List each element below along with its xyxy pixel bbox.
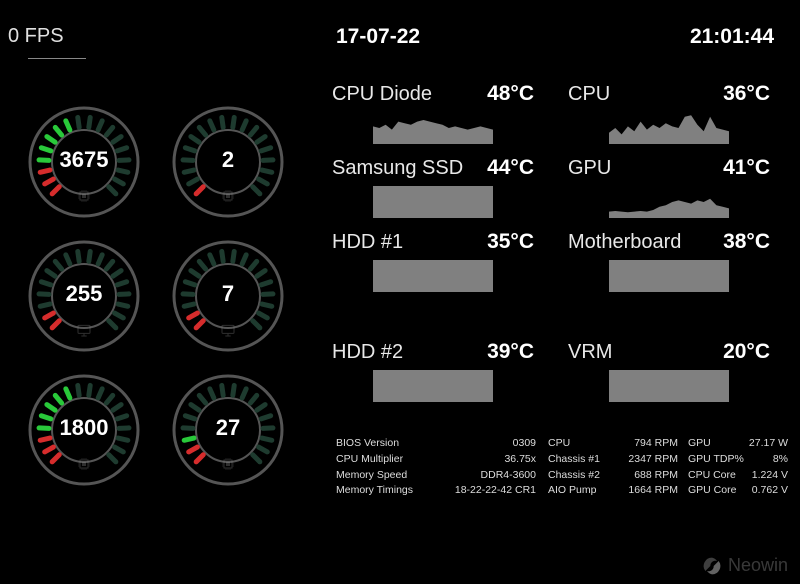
temp-cpu-diode: CPU Diode 48°C [328, 82, 538, 144]
info-row: GPU Core 0.762 V [688, 483, 788, 499]
temp-vrm-label: VRM [568, 341, 612, 364]
temp-cpu-diode-label: CPU Diode [332, 83, 432, 106]
temp-hdd2: HDD #2 39°C [328, 340, 538, 402]
temp-vrm-value: 20°C [723, 340, 770, 364]
info-key: Chassis #1 [548, 452, 600, 468]
info-key: Chassis #2 [548, 468, 600, 484]
info-row: Chassis #1 2347 RPM [548, 452, 678, 468]
info-value: 0309 [513, 436, 536, 452]
info-key: CPU Core [688, 468, 736, 484]
chip-icon [220, 456, 236, 472]
fps-counter: 0 FPS [8, 25, 64, 48]
info-key: AIO Pump [548, 483, 596, 499]
time-display: 21:01:44 [690, 25, 774, 49]
monitor-icon [76, 322, 92, 338]
temp-samsung-ssd-value: 44°C [487, 156, 534, 180]
info-row: GPU 27.17 W [688, 436, 788, 452]
temp-motherboard-value: 38°C [723, 230, 770, 254]
chip-icon [220, 188, 236, 204]
gauge-cpu-cores: 2 [172, 106, 284, 218]
info-key: Memory Speed [336, 468, 407, 484]
info-value: 1664 RPM [628, 483, 678, 499]
temp-samsung-ssd: Samsung SSD 44°C [328, 156, 538, 218]
fps-underline [28, 58, 86, 59]
info-column-0: BIOS Version 0309 CPU Multiplier 36.75x … [336, 436, 536, 499]
info-row: CPU Core 1.224 V [688, 468, 788, 484]
info-value: DDR4-3600 [481, 468, 536, 484]
temp-motherboard: Motherboard 38°C [564, 230, 774, 292]
info-value: 0.762 V [752, 483, 788, 499]
watermark: Neowin [702, 555, 788, 576]
info-key: BIOS Version [336, 436, 399, 452]
info-value: 8% [773, 452, 788, 468]
gauge-cpu-clock: 3675 [28, 106, 140, 218]
info-value: 2347 RPM [628, 452, 678, 468]
watermark-text: Neowin [728, 555, 788, 576]
info-row: Memory Speed DDR4-3600 [336, 468, 536, 484]
temp-gpu: GPU 41°C [564, 156, 774, 218]
info-column-2: GPU 27.17 W GPU TDP% 8% CPU Core 1.224 V… [688, 436, 788, 499]
temp-cpu-label: CPU [568, 83, 610, 106]
info-key: Memory Timings [336, 483, 413, 499]
gauge-gpu-clock: 255 [28, 240, 140, 352]
info-row: Chassis #2 688 RPM [548, 468, 678, 484]
info-row: CPU 794 RPM [548, 436, 678, 452]
temp-gpu-value: 41°C [723, 156, 770, 180]
temp-hdd2-value: 39°C [487, 340, 534, 364]
gauge-mem-usage: 27 [172, 374, 284, 486]
monitor-icon [220, 322, 236, 338]
info-key: GPU Core [688, 483, 736, 499]
info-row: GPU TDP% 8% [688, 452, 788, 468]
temp-gpu-label: GPU [568, 157, 611, 180]
temp-cpu-value: 36°C [723, 82, 770, 106]
temp-cpu-diode-value: 48°C [487, 82, 534, 106]
temp-vrm: VRM 20°C [564, 340, 774, 402]
chip-icon [76, 188, 92, 204]
temp-hdd2-label: HDD #2 [332, 341, 403, 364]
date-display: 17-07-22 [336, 25, 420, 49]
gauge-mem-clock: 1800 [28, 374, 140, 486]
info-key: GPU TDP% [688, 452, 744, 468]
info-row: CPU Multiplier 36.75x [336, 452, 536, 468]
temp-hdd1-value: 35°C [487, 230, 534, 254]
info-column-1: CPU 794 RPM Chassis #1 2347 RPM Chassis … [548, 436, 678, 499]
temp-hdd1: HDD #1 35°C [328, 230, 538, 292]
info-value: 36.75x [504, 452, 536, 468]
neowin-logo-icon [702, 556, 722, 576]
temp-cpu: CPU 36°C [564, 82, 774, 144]
info-key: CPU [548, 436, 570, 452]
info-key: CPU Multiplier [336, 452, 403, 468]
temp-samsung-ssd-label: Samsung SSD [332, 157, 463, 180]
info-row: Memory Timings 18-22-22-42 CR1 [336, 483, 536, 499]
chip-icon [76, 456, 92, 472]
info-value: 18-22-22-42 CR1 [455, 483, 536, 499]
info-value: 688 RPM [634, 468, 678, 484]
temp-motherboard-label: Motherboard [568, 231, 681, 254]
info-key: GPU [688, 436, 711, 452]
info-value: 27.17 W [749, 436, 788, 452]
info-row: BIOS Version 0309 [336, 436, 536, 452]
info-value: 1.224 V [752, 468, 788, 484]
temp-hdd1-label: HDD #1 [332, 231, 403, 254]
info-value: 794 RPM [634, 436, 678, 452]
info-row: AIO Pump 1664 RPM [548, 483, 678, 499]
gauge-gpu-load: 7 [172, 240, 284, 352]
